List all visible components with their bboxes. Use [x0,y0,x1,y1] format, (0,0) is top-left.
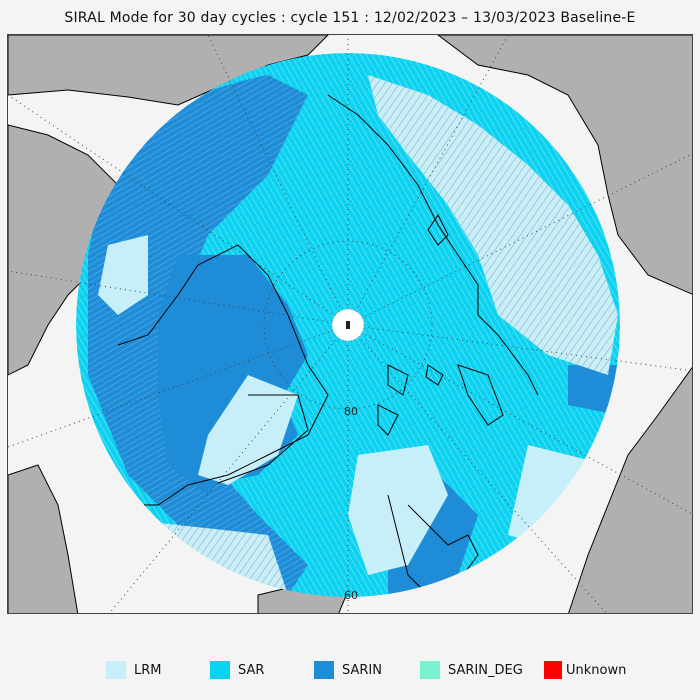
legend-item-lrm: LRM [106,658,162,682]
legend-item-sarin-deg: SARIN_DEG [420,658,523,682]
polar-stereographic-map: 80 60 [8,35,692,613]
legend-item-sarin: SARIN [314,658,382,682]
legend: LRM SAR SARIN SARIN_DEG Unknown [0,658,700,682]
polar-map-frame: 80 60 [7,34,693,614]
legend-label-sar: SAR [238,662,265,678]
lrm-mode-region-north-atlantic [348,445,448,575]
lrm-mode-region-greenland [198,375,298,485]
legend-item-unknown: Unknown [544,658,626,682]
legend-label-lrm: LRM [134,662,162,678]
legend-item-sar: SAR [210,658,264,682]
lrm-mode-region-beaufort [98,235,148,315]
sarin-mode-region-canadian-archipelago [158,255,308,495]
legend-swatch-lrm [106,661,126,679]
legend-label-sarin: SARIN [342,662,382,678]
lrm-mode-region-east [368,75,618,375]
chart-title: SIRAL Mode for 30 day cycles : cycle 151… [64,10,636,26]
latitude-label-80: 80 [344,405,358,418]
sarin-mode-region-west [88,75,308,595]
coastlines [117,94,539,596]
legend-label-unknown: Unknown [566,662,627,678]
legend-swatch-unknown [544,661,562,679]
graticule [8,35,692,613]
latitude-label-60: 60 [344,589,358,602]
sarin-mode-region-bering [568,365,618,415]
legend-swatch-sarin-deg [420,661,440,679]
legend-label-sarin-deg: SARIN_DEG [448,662,523,678]
legend-swatch-sar [210,661,230,679]
pole-marker [346,321,350,329]
legend-swatch-sarin [314,661,334,679]
